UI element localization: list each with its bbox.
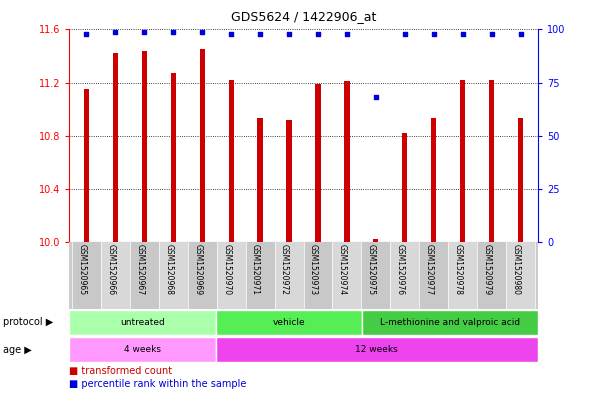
Point xyxy=(371,94,380,101)
Point xyxy=(227,31,236,37)
Text: GSM1520980: GSM1520980 xyxy=(511,244,520,295)
Text: GSM1520967: GSM1520967 xyxy=(135,244,144,295)
Bar xyxy=(188,242,217,309)
Bar xyxy=(361,242,390,309)
Bar xyxy=(362,310,538,334)
Bar xyxy=(228,80,234,242)
Text: 12 weeks: 12 weeks xyxy=(355,345,398,354)
Text: ■ percentile rank within the sample: ■ percentile rank within the sample xyxy=(69,379,246,389)
Text: vehicle: vehicle xyxy=(272,318,305,327)
Text: GSM1520971: GSM1520971 xyxy=(251,244,260,295)
Text: untreated: untreated xyxy=(120,318,165,327)
Text: protocol ▶: protocol ▶ xyxy=(3,317,53,327)
Point xyxy=(255,31,265,37)
Bar xyxy=(304,242,332,309)
Bar xyxy=(216,310,362,334)
Bar xyxy=(142,51,147,242)
Point xyxy=(111,28,120,35)
Bar xyxy=(332,242,361,309)
Text: GSM1520979: GSM1520979 xyxy=(483,244,492,295)
Text: 4 weeks: 4 weeks xyxy=(124,345,161,354)
Point xyxy=(429,31,439,37)
Bar xyxy=(130,242,159,309)
Bar xyxy=(159,242,188,309)
Bar xyxy=(171,73,176,242)
Bar xyxy=(448,242,477,309)
Bar xyxy=(113,53,118,242)
Point xyxy=(458,31,468,37)
Bar xyxy=(200,50,205,242)
Bar xyxy=(460,80,465,242)
Text: GSM1520974: GSM1520974 xyxy=(338,244,347,295)
Point xyxy=(487,31,496,37)
Text: GSM1520965: GSM1520965 xyxy=(78,244,87,295)
Bar xyxy=(431,118,436,242)
Point xyxy=(139,28,149,35)
Text: GSM1520978: GSM1520978 xyxy=(454,244,463,295)
Bar xyxy=(287,119,291,242)
Bar xyxy=(402,133,407,242)
Bar xyxy=(373,239,379,242)
Text: GSM1520977: GSM1520977 xyxy=(425,244,434,295)
Bar xyxy=(419,242,448,309)
Point xyxy=(313,31,323,37)
Bar xyxy=(477,242,506,309)
Text: GSM1520973: GSM1520973 xyxy=(309,244,318,295)
Text: GSM1520969: GSM1520969 xyxy=(194,244,202,295)
Text: GSM1520976: GSM1520976 xyxy=(396,244,405,295)
Bar xyxy=(518,118,523,242)
Bar xyxy=(275,242,304,309)
Point xyxy=(82,31,91,37)
Bar xyxy=(101,242,130,309)
Text: L-methionine and valproic acid: L-methionine and valproic acid xyxy=(380,318,520,327)
Bar xyxy=(257,118,263,242)
Point xyxy=(400,31,410,37)
Bar xyxy=(489,80,494,242)
Text: GSM1520968: GSM1520968 xyxy=(164,244,173,295)
Text: age ▶: age ▶ xyxy=(3,345,32,355)
Bar xyxy=(390,242,419,309)
Bar xyxy=(246,242,275,309)
Point xyxy=(284,31,294,37)
Bar xyxy=(316,84,320,242)
Bar xyxy=(72,242,101,309)
Bar xyxy=(216,337,538,362)
Text: ■ transformed count: ■ transformed count xyxy=(69,366,172,376)
Text: GSM1520975: GSM1520975 xyxy=(367,244,376,295)
Text: GSM1520966: GSM1520966 xyxy=(106,244,115,295)
Point xyxy=(197,28,207,35)
Bar xyxy=(506,242,535,309)
Point xyxy=(342,31,352,37)
Point xyxy=(516,31,525,37)
Bar xyxy=(69,310,216,334)
Text: GDS5624 / 1422906_at: GDS5624 / 1422906_at xyxy=(231,10,376,23)
Bar xyxy=(344,81,350,242)
Bar xyxy=(217,242,246,309)
Point xyxy=(168,28,178,35)
Bar xyxy=(69,337,216,362)
Text: GSM1520972: GSM1520972 xyxy=(280,244,289,295)
Bar xyxy=(84,89,89,242)
Text: GSM1520970: GSM1520970 xyxy=(222,244,231,295)
